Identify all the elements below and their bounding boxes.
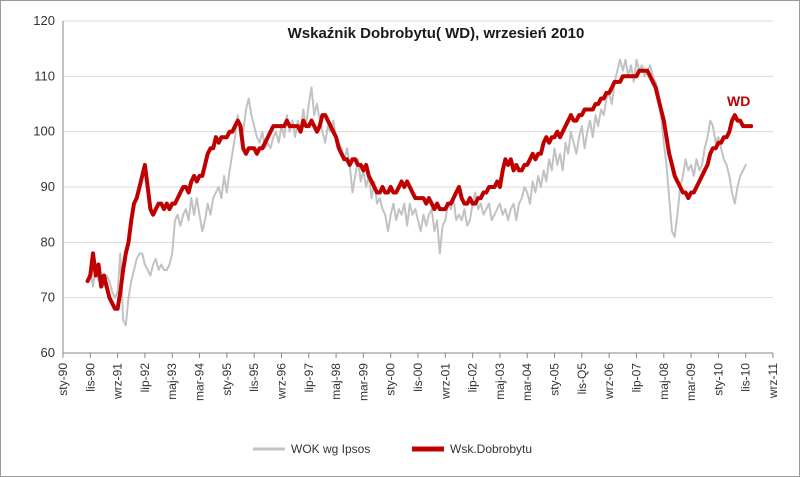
x-tick-label: lis-95 [247,363,261,392]
x-tick-label: mar-09 [684,363,698,401]
x-tick-label: maj-03 [493,363,507,400]
x-tick-label: lis-10 [739,363,753,392]
y-tick-label: 120 [33,13,55,28]
x-tick-label: wrz-06 [602,363,616,400]
x-tick-label: mar-04 [520,363,534,401]
legend: WOK wg Ipsos Wsk.Dobrobytu [253,442,532,456]
x-tick-label: lip-97 [302,363,316,393]
x-tick-label: lip-02 [466,363,480,393]
x-axis-ticks: sty-90 lis-90 wrz-91 lip-92 maj-93 mar-94 sty-… [56,353,780,401]
legend-label-wok: WOK wg Ipsos [291,442,370,456]
x-tick-label: maj-98 [329,363,343,400]
y-tick-label: 60 [41,345,55,360]
x-tick-label: wrz-91 [111,363,125,400]
gridlines [62,20,773,354]
y-tick-label: 70 [41,290,55,305]
x-tick-label: sty-95 [220,363,234,396]
y-tick-label: 80 [41,234,55,249]
x-tick-label: wrz-96 [274,363,288,400]
x-tick-label: lip-92 [138,363,152,393]
x-tick-label: lis-90 [83,363,97,392]
y-axis-ticks: 60 70 80 90 100 110 120 [33,13,55,360]
x-tick-label: maj-93 [165,363,179,400]
series-line-wok [86,58,747,327]
y-tick-label: 100 [33,124,55,139]
series-line-wd [85,68,754,311]
x-tick-label: wrz-01 [438,363,452,400]
x-tick-label: wrz-11 [766,363,780,399]
x-tick-label: mar-94 [193,363,207,401]
x-tick-label: lip-07 [629,363,643,393]
wd-annotation: WD [727,93,750,109]
x-tick-label: sty-10 [711,363,725,396]
x-tick-label: lis-Q5 [575,363,589,395]
x-tick-label: sty-90 [56,363,70,396]
x-tick-label: lis-00 [411,363,425,392]
y-tick-label: 90 [41,179,55,194]
x-tick-label: mar-99 [356,363,370,401]
x-tick-label: sty-05 [548,363,562,396]
legend-label-wd: Wsk.Dobrobytu [450,442,532,456]
chart-title: Wskaźnik Dobrobytu( WD), wrzesień 2010 [288,25,585,42]
y-tick-label: 110 [34,68,55,83]
x-tick-label: maj-08 [657,363,671,400]
x-tick-label: sty-00 [384,363,398,396]
series-lines [85,58,754,327]
